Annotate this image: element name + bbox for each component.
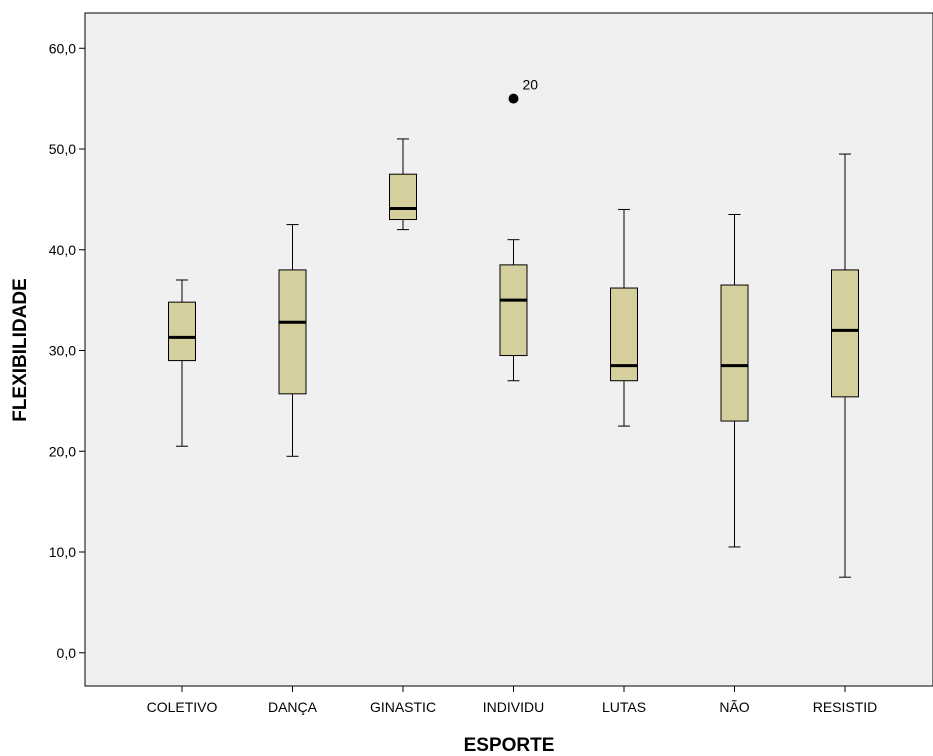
x-tick-label: LUTAS <box>602 699 646 715</box>
box-3 <box>389 138 417 231</box>
box-5 <box>610 208 638 427</box>
x-tick-label: GINASTIC <box>370 699 436 715</box>
y-axis: 0,0 10,0 20,0 30,0 40,0 50,0 60,0 <box>49 40 85 661</box>
iqr-box <box>720 284 749 422</box>
x-tick-label: RESISTID <box>813 699 878 715</box>
iqr-box <box>168 301 196 362</box>
y-axis-title: FLEXIBILIDADE <box>10 278 31 422</box>
y-tick-label: 0,0 <box>57 645 77 661</box>
y-tick-label: 20,0 <box>49 443 76 459</box>
outlier-point <box>508 93 519 104</box>
outliers-group: 20 <box>508 77 539 104</box>
outlier-label: 20 <box>523 77 539 93</box>
box-7 <box>831 153 859 578</box>
iqr-box <box>499 264 528 357</box>
y-tick-label: 60,0 <box>49 40 76 56</box>
box-6 <box>720 213 749 548</box>
box-2 <box>278 224 307 457</box>
iqr-box <box>389 173 417 221</box>
x-axis-title: ESPORTE <box>464 735 555 756</box>
y-tick-label: 10,0 <box>49 544 76 560</box>
iqr-box <box>831 269 859 398</box>
x-tick-label: COLETIVO <box>147 699 218 715</box>
y-tick-label: 40,0 <box>49 242 76 258</box>
x-tick-label: DANÇA <box>268 699 318 715</box>
y-tick-label: 50,0 <box>49 141 76 157</box>
box-1 <box>168 279 196 447</box>
y-tick-label: 30,0 <box>49 343 76 359</box>
box-4 <box>499 239 528 382</box>
boxes-group <box>168 138 859 578</box>
x-tick-label: INDIVIDU <box>483 699 544 715</box>
iqr-box <box>278 269 307 395</box>
x-axis: COLETIVO DANÇA GINASTIC INDIVIDU LUTAS NÃO RES… <box>147 686 878 715</box>
x-tick-label: NÃO <box>719 699 749 715</box>
